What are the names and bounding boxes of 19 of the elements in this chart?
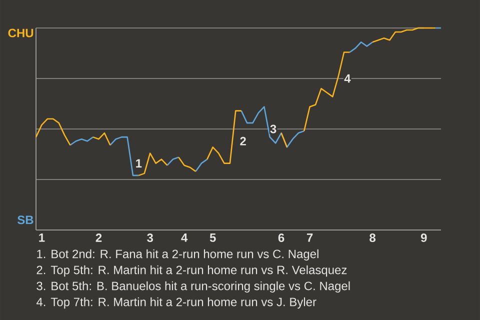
x-tick-label: 5 [210, 234, 216, 242]
text: 4. Top 7th: R. Martin hit a 2-run home run vs J. Byler [36, 297, 316, 309]
x-tick-label: 6 [278, 234, 284, 242]
annotation: 2 [240, 136, 246, 146]
text: 2. Top 5th: R. Martin hit a 2-run home run vs R. Velasquez [36, 265, 347, 277]
x-tick-label: 4 [181, 234, 188, 242]
x-tick-label: 1 [39, 234, 45, 242]
text: SB [17, 216, 34, 224]
x-tick-label: 9 [420, 234, 427, 242]
x-tick-label: 7 [306, 234, 313, 242]
text: CHU [8, 28, 34, 38]
annotation: 4 [344, 74, 351, 83]
x-tick-label: 3 [147, 234, 153, 242]
x-tick-label: 2 [96, 234, 102, 242]
annotation: 1 [136, 159, 142, 168]
annotation: 3 [270, 124, 276, 134]
x-tick-label: 8 [370, 234, 376, 242]
text: 1. Bot 2nd: R. Fana hit a 2-run home run vs C. Nagel [37, 249, 318, 261]
text: 3. Bot 5th: B. Banuelos hit a run-scoring single vs C. Nagel [36, 281, 350, 293]
